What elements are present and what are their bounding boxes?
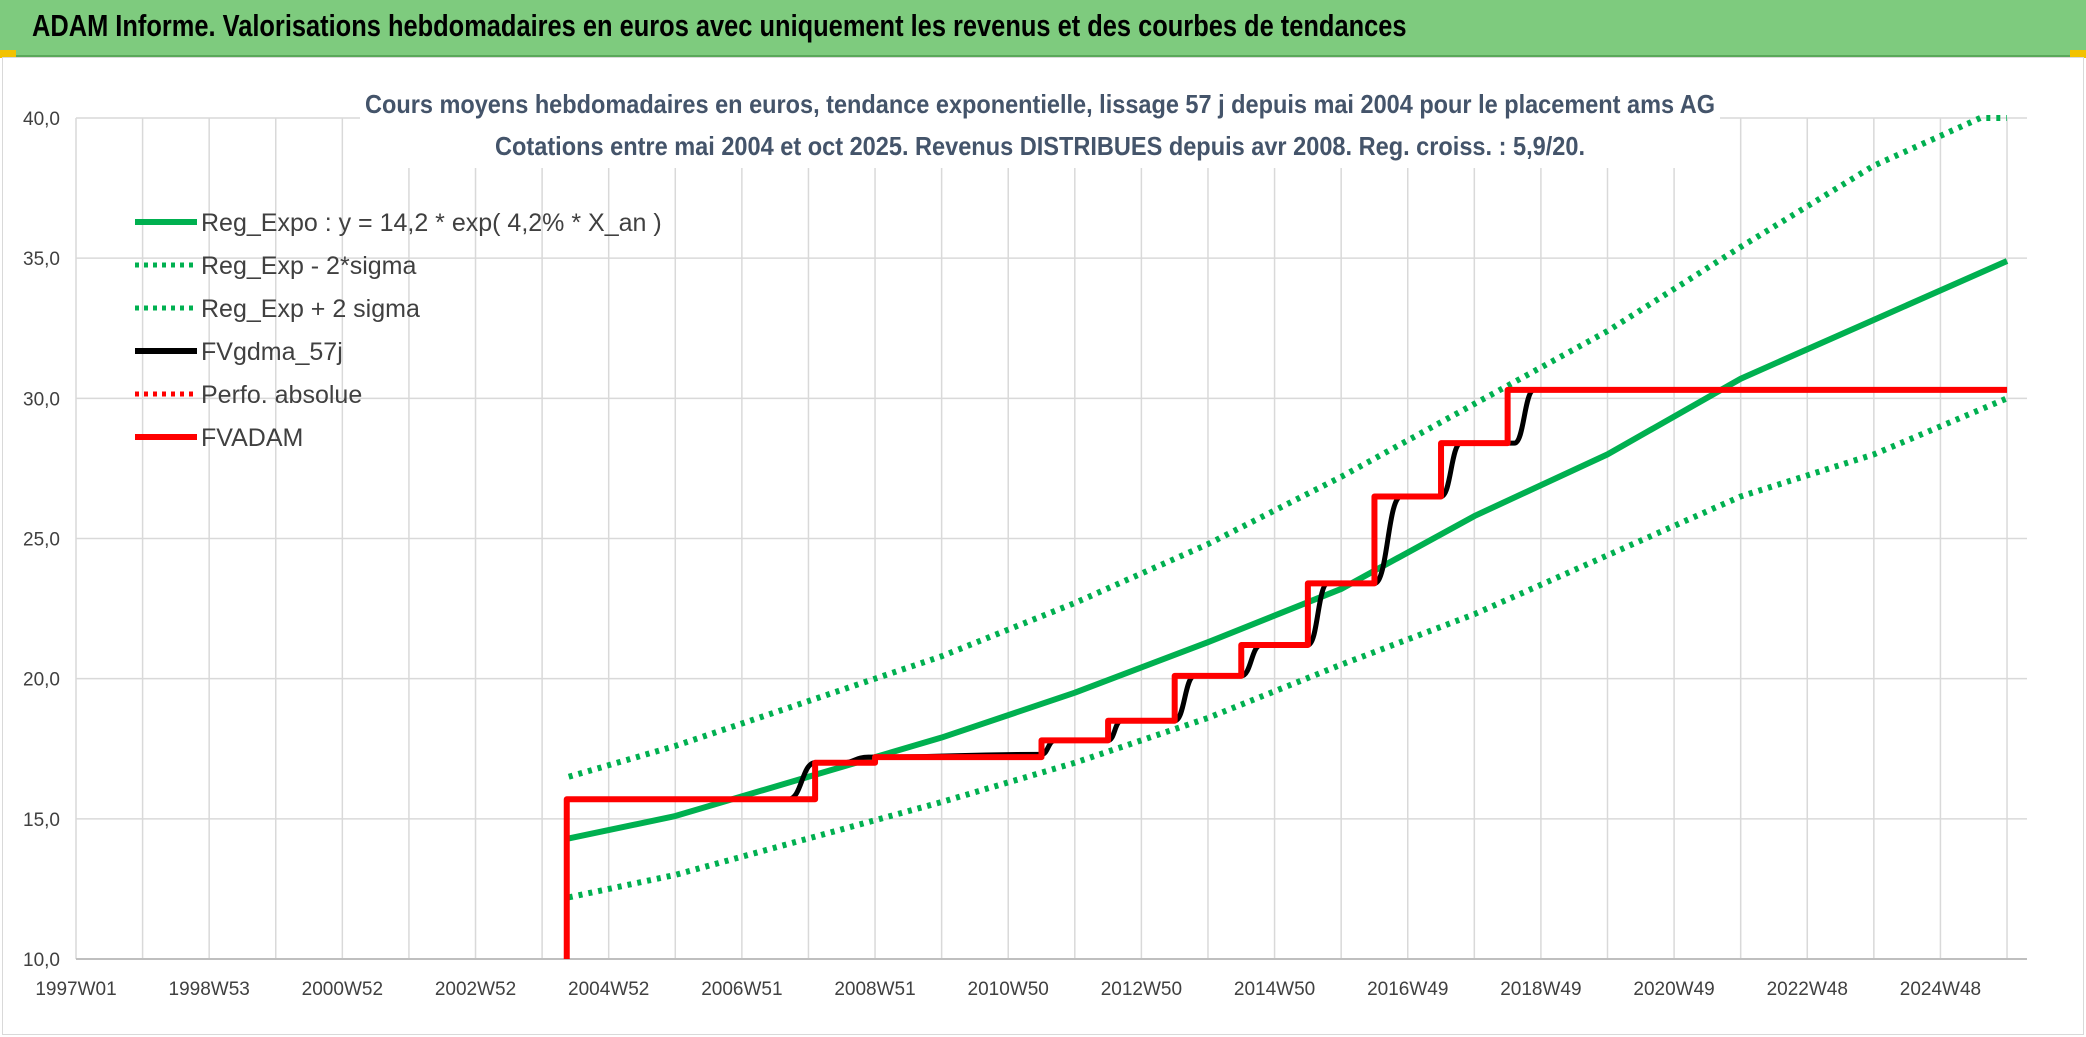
series-reg-exp-2-sigma-line	[568, 395, 2009, 901]
legend-fvgdma-57j-label: FVgdma_57j	[201, 338, 343, 366]
x-tick-label: 2012W50	[1101, 979, 1182, 1000]
legend-perfo-absolue-label: Perfo. absolue	[201, 381, 362, 409]
legend-reg-exp-2-sigma-label: Reg_Exp + 2 sigma	[201, 295, 420, 323]
series-fvadam-line	[563, 386, 2008, 959]
report-header: ADAM Informe. Valorisations hebdomadaire…	[0, 0, 2086, 57]
series-reg-exp-2-sigma-line	[567, 115, 2008, 780]
x-tick-label: 2002W52	[435, 979, 516, 1000]
chart-subtitle: Cotations entre mai 2004 et oct 2025. Re…	[495, 131, 1585, 161]
y-tick-label: 25,0	[23, 530, 60, 551]
x-tick-label: 1997W01	[35, 979, 116, 1000]
x-tick-label: 2000W52	[302, 979, 383, 1000]
x-tick-label: 2004W52	[568, 979, 649, 1000]
chart-title: Cours moyens hebdomadaires en euros, ten…	[365, 89, 1715, 119]
x-tick-label: 2020W49	[1633, 979, 1714, 1000]
x-tick-label: 2006W51	[701, 979, 782, 1000]
x-tick-label: 2024W48	[1900, 979, 1981, 1000]
corner-mark-left	[0, 50, 16, 58]
y-tick-label: 20,0	[23, 670, 60, 691]
y-tick-label: 10,0	[23, 950, 60, 971]
x-tick-label: 2016W49	[1367, 979, 1448, 1000]
chart-frame	[2, 57, 2084, 1035]
y-tick-label: 35,0	[23, 249, 60, 270]
x-tick-label: 2018W49	[1500, 979, 1581, 1000]
legend-reg-exp-2-sigma-label: Reg_Exp - 2*sigma	[201, 252, 416, 280]
report-title: ADAM Informe. Valorisations hebdomadaire…	[32, 8, 1407, 43]
corner-mark-right	[2070, 50, 2086, 58]
series-reg-expo-y-14-2-exp-4-2-x-an-line	[568, 258, 2009, 842]
legend-fvadam-label: FVADAM	[201, 424, 303, 452]
y-tick-label: 30,0	[23, 389, 60, 410]
y-tick-label: 15,0	[23, 810, 60, 831]
x-tick-label: 2010W50	[968, 979, 1049, 1000]
x-tick-label: 1998W53	[169, 979, 250, 1000]
y-tick-label: 40,0	[23, 109, 60, 130]
x-tick-label: 2014W50	[1234, 979, 1315, 1000]
series-fvgdma-57j-line	[568, 387, 2008, 802]
legend-reg-expo-y-14-2-exp-4-2-x-an-label: Reg_Expo : y = 14,2 * exp( 4,2% * X_an )	[201, 209, 662, 237]
chart-title-background	[360, 86, 1720, 168]
x-tick-label: 2022W48	[1767, 979, 1848, 1000]
x-tick-label: 2008W51	[834, 979, 915, 1000]
